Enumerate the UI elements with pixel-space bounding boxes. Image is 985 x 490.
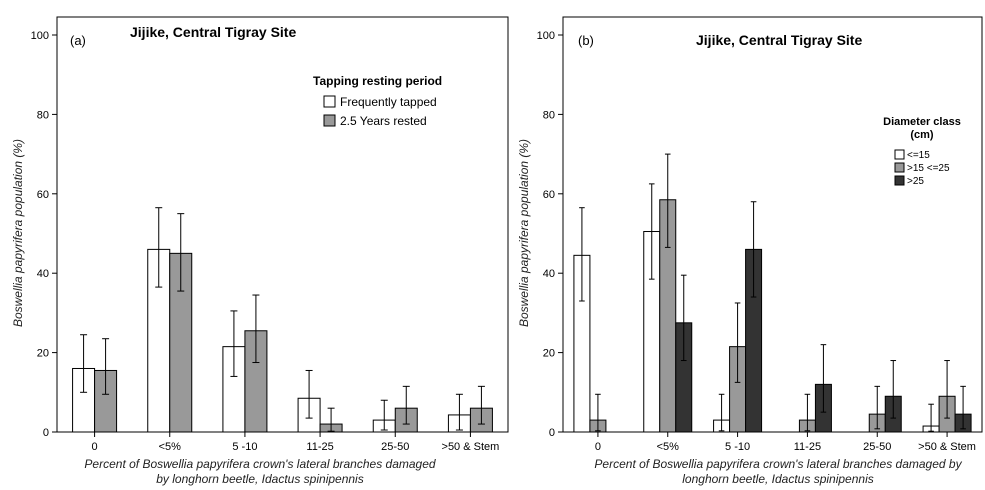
panel-a-legend-swatch [323, 95, 336, 108]
panel-b-ytick-label: 60 [543, 189, 555, 201]
panel-a-plot-frame [56, 16, 509, 433]
panel-b-legend-swatch [894, 162, 905, 173]
panel-a-xtick-label: 25-50 [381, 441, 409, 453]
panel-a-xtick-label: 11-25 [306, 441, 333, 453]
panel-b-ylabel: Boswellia papyrifera population (%) [517, 139, 531, 327]
panel-a-legend-label: Frequently tapped [340, 95, 437, 109]
panel-a-ytick-label: 80 [37, 109, 49, 121]
panel-b-legend-title-line2: (cm) [910, 129, 934, 141]
panel-a: (a) Jijike, Central Tigray Site Boswelli… [11, 24, 442, 486]
panel-a-xlabel-line2: by longhorn beetle, Idactus spinipennis [156, 472, 363, 486]
panel-a-xtick-label: >50 & Stem [442, 441, 500, 453]
panel-a-ytick-label: 0 [43, 427, 49, 439]
panel-b-xlabel-line1: Percent of Boswellia papyrifera crown's … [594, 457, 962, 471]
panel-a-legend-swatch [323, 114, 336, 127]
panel-a-legend-title: Tapping resting period [313, 74, 442, 88]
panel-b-legend-swatch [894, 149, 905, 160]
panel-a-ytick-label: 100 [31, 30, 49, 42]
panel-b-ytick-label: 100 [537, 30, 555, 42]
panel-b-xtick-label: 0 [595, 441, 601, 453]
panel-a-ytick-label: 40 [37, 268, 49, 280]
panel-b-ytick-label: 80 [543, 109, 555, 121]
panel-a-ytick-label: 60 [37, 189, 49, 201]
panel-b-title: Jijike, Central Tigray Site [696, 32, 862, 48]
panel-b-ytick-label: 0 [549, 427, 555, 439]
panel-b-xtick-label: 25-50 [863, 441, 891, 453]
panel-b-ytick-label: 40 [543, 268, 555, 280]
panel-b-legend-label: <=15 [907, 150, 930, 161]
panel-b-legend-swatch [894, 175, 905, 186]
panel-a-xtick-label: 5 -10 [232, 441, 257, 453]
panel-b-xlabel-line2: longhorn beetle, Idactus spinipennis [682, 472, 873, 486]
panel-b-xtick-label: >50 & Stem [918, 441, 976, 453]
panel-a-xtick-label: <5% [159, 441, 182, 453]
panel-a-xtick-label: 0 [92, 441, 98, 453]
panel-b-label: (b) [578, 33, 594, 48]
panel-b-xtick-label: 5 -10 [725, 441, 750, 453]
panel-a-xlabel-line1: Percent of Boswellia papyrifera crown's … [84, 457, 435, 471]
panel-b-legend-label: >15 <=25 [907, 163, 950, 174]
panel-b-plot-frame [562, 16, 983, 433]
panel-b-legend-title-line1: Diameter class [883, 116, 961, 128]
panel-a-ylabel: Boswellia papyrifera population (%) [11, 139, 25, 327]
panel-a-title: Jijike, Central Tigray Site [130, 24, 296, 40]
panel-b: (b) Jijike, Central Tigray Site Boswelli… [517, 32, 963, 486]
panel-b-xtick-label: 11-25 [794, 441, 821, 453]
panel-a-ytick-label: 20 [37, 348, 49, 360]
panel-b-legend-label: >25 [907, 176, 924, 187]
panel-b-ytick-label: 20 [543, 348, 555, 360]
chart-marks: 0 20 40 60 80 100 0 <5% 5 -10 11-25 25-50 >50 & Ste… [31, 16, 983, 453]
panel-a-legend-label: 2.5 Years rested [340, 114, 427, 128]
panel-b-xtick-label: <5% [657, 441, 680, 453]
panel-a-label: (a) [70, 33, 86, 48]
